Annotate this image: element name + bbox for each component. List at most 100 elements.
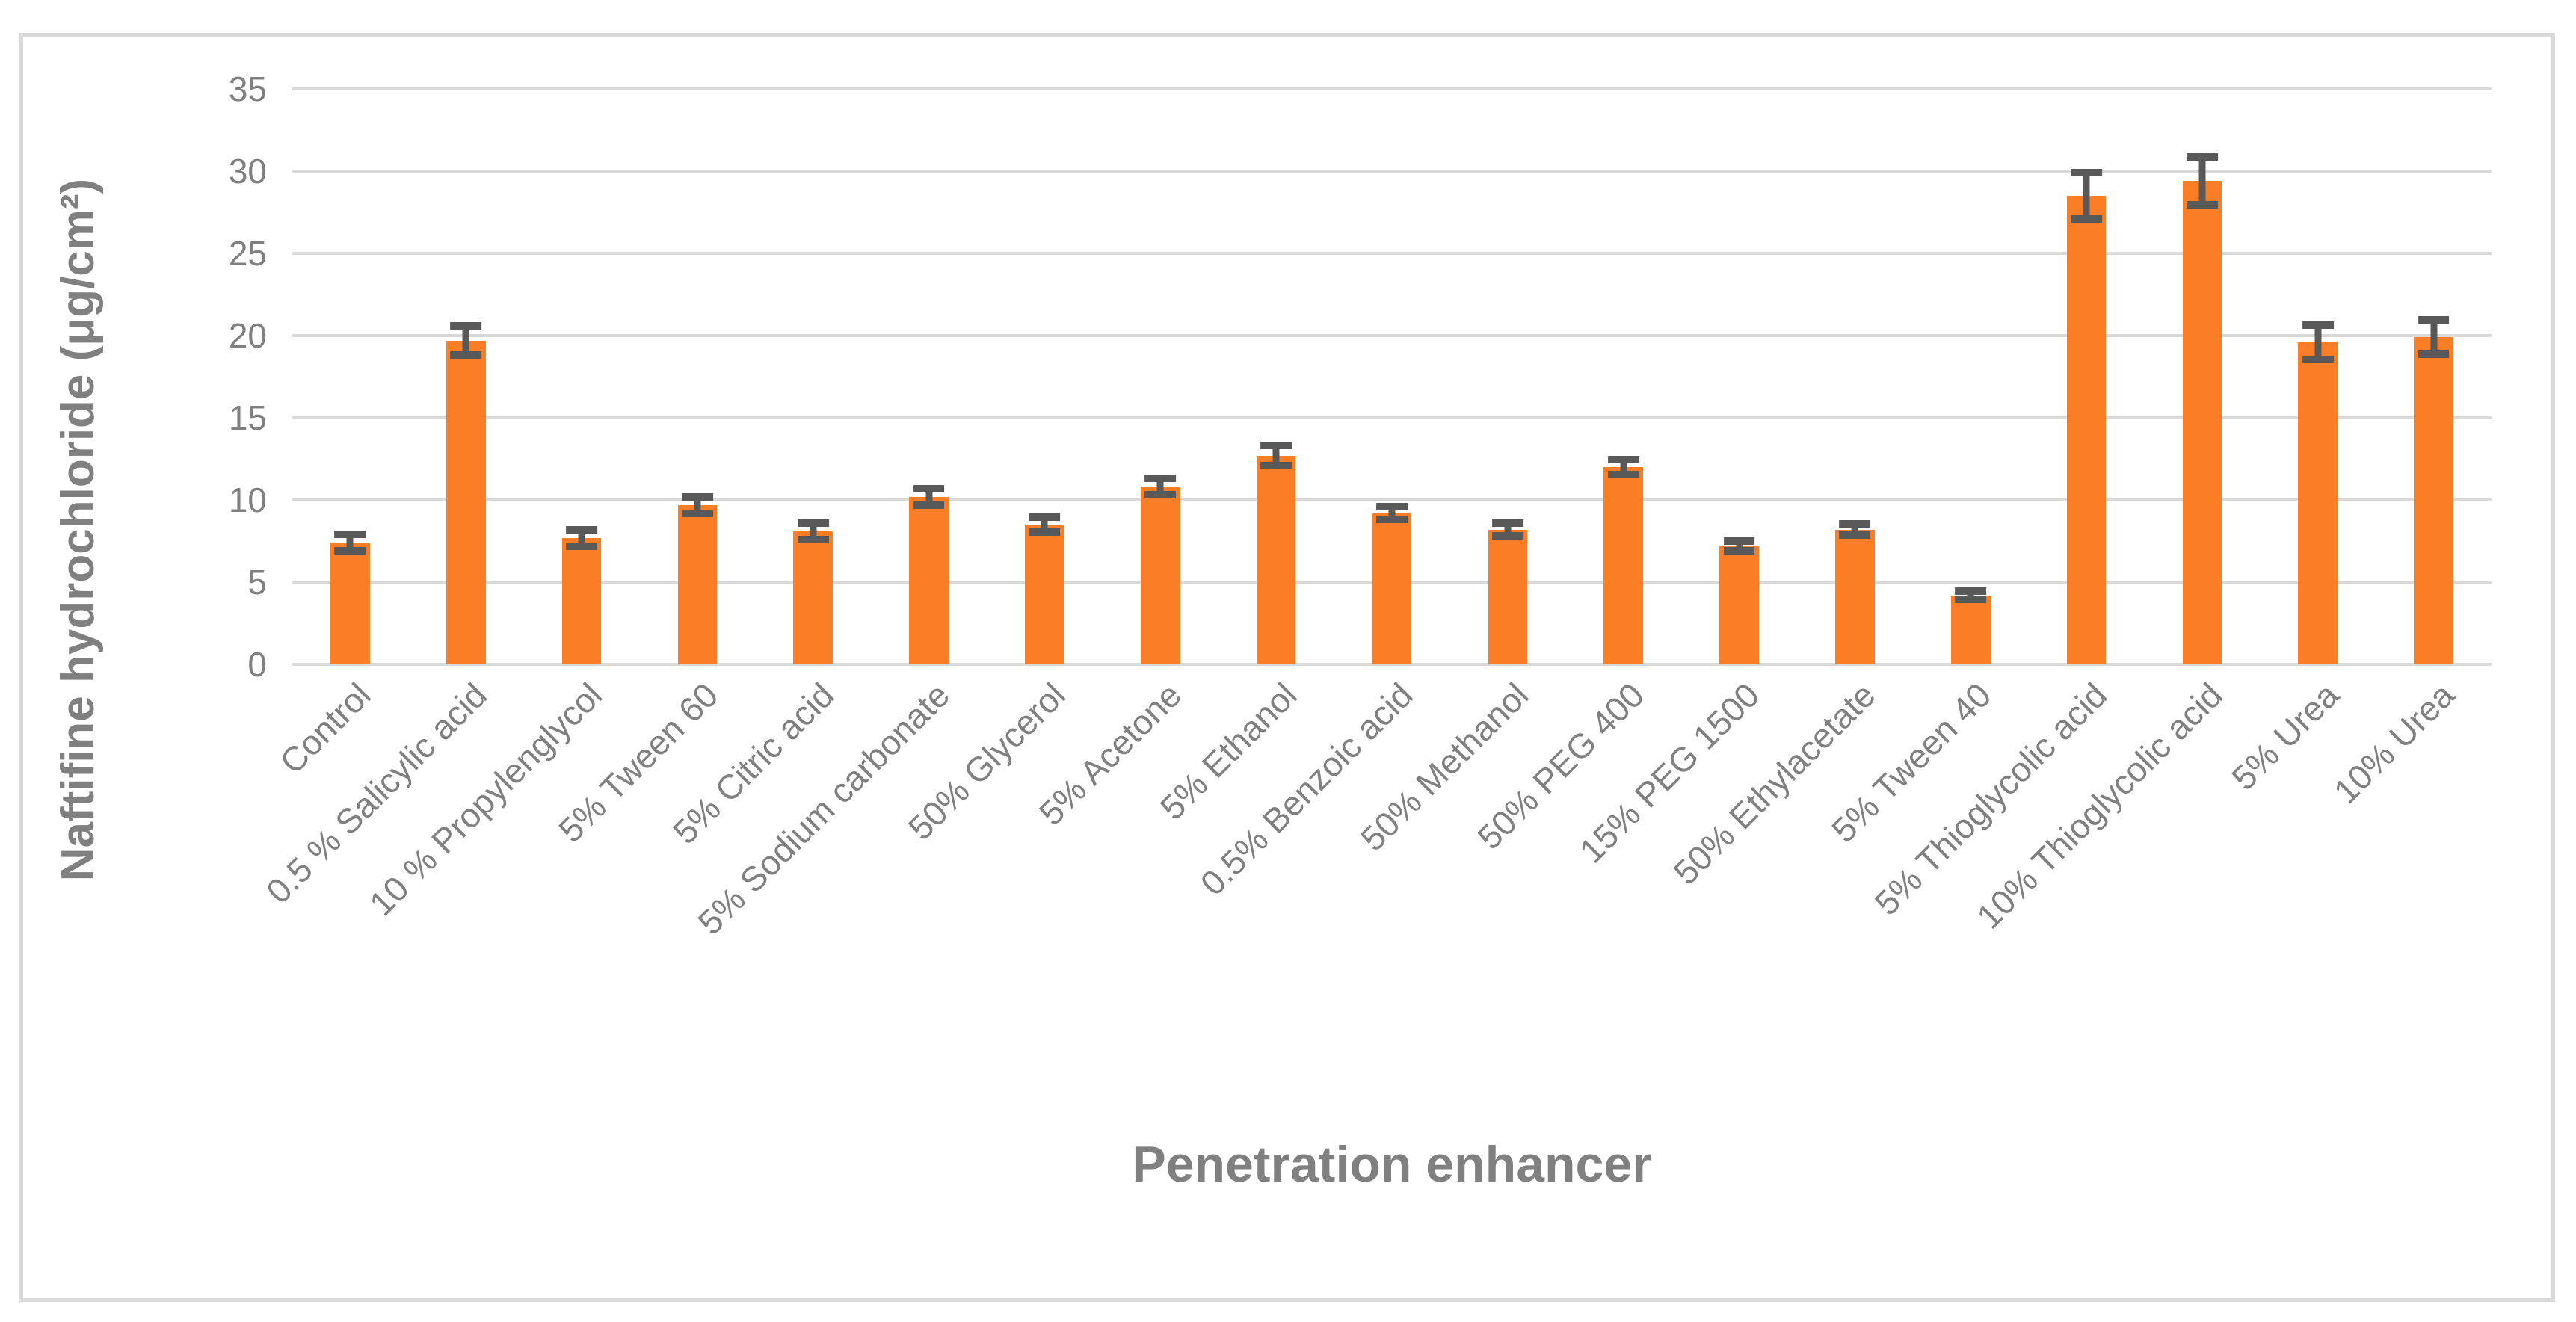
error-bar-cap-bottom [1260, 461, 1292, 469]
error-bar-whisker [2198, 157, 2206, 206]
error-bar-cap-top [1955, 587, 1987, 596]
error-bar-cap-top [1491, 519, 1523, 527]
error-bar-whisker [1851, 523, 1858, 536]
bar-slot [1913, 89, 2029, 664]
bar-slot [2376, 89, 2492, 664]
bar-slot [292, 89, 408, 664]
error-bar-whisker [1620, 460, 1627, 475]
x-category-label: Control [272, 675, 378, 782]
x-category-label: 50% Ethylacetate [1666, 675, 1883, 892]
error-bar-cap-bottom [2071, 214, 2102, 223]
bar [2414, 337, 2453, 664]
error-bar-cap-top [682, 492, 713, 501]
error-bar-cap-bottom [1376, 516, 1408, 524]
error-bar-whisker [925, 488, 933, 505]
bar [1372, 513, 1412, 664]
bar-slot [987, 89, 1103, 664]
error-bar-cap-top [2302, 321, 2334, 329]
bar-slot [1565, 89, 1681, 664]
bar-slot [1797, 89, 1913, 664]
error-bar-cap-bottom [566, 542, 598, 550]
y-axis-title: Naftifine hydrochloride (μg/cm²) [52, 178, 104, 882]
error-bar-cap-bottom [1144, 491, 1177, 499]
bar-slot [408, 89, 524, 664]
gridline-y20 [292, 334, 2492, 337]
chart-frame: Naftifine hydrochloride (μg/cm²) 0 5 10 15 2… [19, 33, 2555, 1302]
bar [2182, 181, 2222, 664]
error-bar-whisker [1156, 478, 1164, 495]
bar-slot [755, 89, 871, 664]
x-category-label: 10% Urea [2326, 675, 2462, 812]
gridline-y25 [292, 252, 2492, 255]
gridline-y10 [292, 498, 2492, 501]
error-bar-whisker [2314, 324, 2322, 359]
error-bar-cap-top [450, 321, 482, 330]
bar-slot [1681, 89, 1797, 664]
bar-slot [2260, 89, 2376, 664]
error-bar-whisker [2083, 173, 2090, 219]
bar [793, 531, 833, 664]
bar [1603, 467, 1644, 664]
bar-slot [2029, 89, 2145, 664]
error-bar-cap-top [797, 519, 829, 527]
error-bar-cap-bottom [1029, 528, 1061, 536]
error-bar-cap-top [2187, 153, 2218, 161]
gridline-y30 [292, 170, 2492, 173]
x-axis-title: Penetration enhancer [1132, 1136, 1652, 1193]
bar [1256, 455, 1296, 664]
error-bar-cap-bottom [1955, 596, 1987, 604]
error-bar-cap-top [1029, 513, 1061, 522]
error-bar-cap-bottom [334, 547, 366, 555]
bar-slot [640, 89, 756, 664]
error-bar-whisker [810, 522, 817, 540]
error-bar-whisker [578, 529, 585, 546]
bar [2066, 196, 2107, 664]
error-bar-cap-top [1376, 502, 1408, 510]
bar-slot [2145, 89, 2261, 664]
error-bar-cap-top [2418, 316, 2450, 324]
bar-series [292, 89, 2492, 664]
error-bar-cap-bottom [2187, 201, 2218, 209]
error-bar-whisker [346, 534, 354, 552]
bar [677, 504, 718, 664]
error-bar-whisker [694, 496, 701, 513]
error-bar-cap-bottom [2302, 355, 2334, 363]
error-bar-cap-bottom [797, 535, 829, 543]
error-bar-cap-bottom [450, 351, 482, 359]
bar [1141, 487, 1180, 664]
gridline-y35 [292, 87, 2492, 90]
error-bar-cap-bottom [2418, 350, 2450, 359]
bar-slot [1449, 89, 1565, 664]
error-bar-cap-top [1144, 475, 1177, 483]
bar-slot [1103, 89, 1218, 664]
error-bar-cap-bottom [1491, 532, 1523, 540]
error-bar-cap-top [1839, 519, 1871, 528]
bar [909, 496, 949, 664]
error-bar-cap-top [1260, 442, 1292, 450]
bar [2298, 342, 2338, 664]
error-bar-cap-top [1607, 456, 1639, 464]
bar-slot [871, 89, 987, 664]
bar-slot [1218, 89, 1334, 664]
bar-slot [1334, 89, 1450, 664]
bar-slot [524, 89, 640, 664]
bar [330, 543, 370, 664]
bar [1950, 595, 1991, 664]
error-bar-cap-top [334, 531, 366, 539]
error-bar-cap-bottom [1839, 531, 1871, 540]
x-category-label: 0.5 % Salicylic acid [258, 675, 494, 911]
x-axis-category-labels: Control 0.5 % Salicylic acid 10 % Propylen… [259, 664, 2492, 1120]
bar [446, 340, 486, 664]
error-bar-whisker [1736, 541, 1743, 552]
error-bar-whisker [1272, 445, 1280, 466]
gridline-y15 [292, 416, 2492, 419]
error-bar-cap-top [2071, 169, 2102, 177]
bar [1719, 546, 1759, 664]
error-bar-cap-bottom [1723, 547, 1755, 555]
error-bar-cap-bottom [682, 509, 713, 517]
error-bar-cap-top [566, 525, 598, 534]
gridline-y0 [292, 663, 2492, 666]
error-bar-whisker [1504, 522, 1512, 537]
error-bar-whisker [462, 325, 469, 356]
